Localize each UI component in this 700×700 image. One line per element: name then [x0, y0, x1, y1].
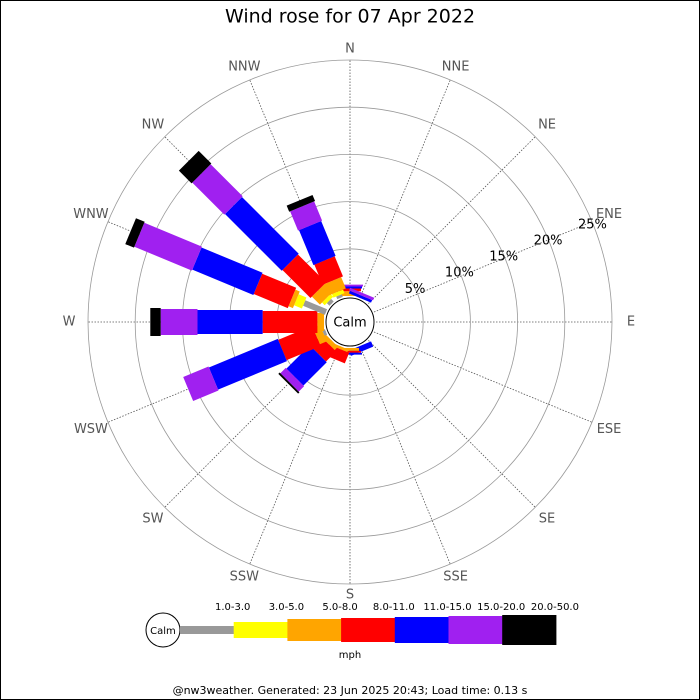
direction-label: SSW	[230, 570, 260, 585]
bar-segment	[290, 201, 323, 231]
bar-segment	[183, 366, 219, 402]
legend-unit: mph	[339, 650, 361, 661]
bar-segment	[280, 367, 305, 392]
calm-circle	[325, 297, 375, 347]
bar-segment	[134, 222, 202, 271]
bar-segment	[178, 150, 212, 184]
legend-calm-label: Calm	[150, 626, 176, 637]
bar-segment	[150, 308, 161, 336]
bar-segment	[326, 298, 334, 306]
chart-title: Wind rose for 07 Apr 2022	[225, 6, 475, 28]
spoke	[359, 79, 451, 299]
legend-swatch	[233, 622, 288, 638]
bar-segment	[336, 294, 343, 300]
legend-swatch	[448, 616, 503, 644]
direction-label: ENE	[596, 207, 622, 222]
grid-ring	[134, 106, 566, 538]
direction-label: SW	[142, 512, 163, 527]
r-tick-label: 20%	[534, 233, 563, 248]
direction-label: ESE	[597, 422, 622, 437]
legend-swatch	[180, 626, 235, 634]
bar-segment	[278, 372, 300, 394]
bar-segment	[321, 334, 338, 351]
legend-label: 15.0-20.0	[477, 602, 525, 613]
bar-segment	[192, 247, 263, 295]
direction-label: WSW	[74, 422, 108, 437]
legend-swatch	[341, 618, 396, 642]
bar-segment	[298, 220, 336, 266]
bar-segment	[160, 309, 198, 335]
grid-ring	[87, 59, 613, 585]
spoke	[368, 136, 536, 304]
spoke	[373, 221, 593, 313]
bar-segment	[278, 325, 321, 361]
bar-segment	[286, 345, 327, 386]
r-tick-label: 15%	[489, 250, 518, 265]
bar-segment	[197, 310, 263, 334]
direction-label: NNE	[442, 59, 470, 74]
bar-segment	[282, 254, 327, 299]
legend-label: 1.0-3.0	[215, 602, 250, 613]
bar-segment	[303, 300, 328, 315]
bar-segment	[208, 338, 287, 390]
bar-segment	[286, 194, 316, 212]
direction-label: N	[345, 42, 355, 57]
bar-segment	[253, 273, 297, 309]
direction-label: NW	[142, 117, 165, 132]
bar-segment	[262, 311, 318, 333]
calm-label: Calm	[333, 316, 366, 331]
bar-segment	[225, 197, 299, 271]
bar-segment	[331, 289, 345, 298]
direction-label: E	[627, 315, 635, 330]
legend-swatch	[394, 617, 449, 643]
legend-swatch	[502, 615, 557, 645]
footer: @nw3weather. Generated: 23 Jun 2025 20:4…	[173, 684, 528, 697]
bar-segment	[349, 287, 375, 301]
direction-label: W	[63, 315, 76, 330]
bar-segment	[317, 313, 324, 331]
bar-segment	[322, 294, 334, 306]
bar-segment	[192, 164, 243, 215]
r-tick-label: 5%	[405, 282, 426, 297]
bar-segment	[125, 218, 145, 248]
direction-label: NNW	[228, 59, 260, 74]
spoke	[373, 331, 593, 423]
bar-segment	[288, 289, 300, 309]
r-tick-label: 10%	[445, 266, 474, 281]
direction-label: NE	[538, 117, 556, 132]
legend-label: 5.0-8.0	[322, 602, 357, 613]
bar-segment	[348, 290, 373, 303]
spoke	[249, 345, 341, 565]
spoke	[359, 345, 451, 565]
legend-swatch	[287, 619, 342, 641]
bar-segment	[324, 277, 346, 296]
direction-label: SSE	[443, 570, 468, 585]
bar-segment	[314, 256, 343, 285]
spoke	[368, 340, 536, 508]
direction-label: SE	[539, 512, 555, 527]
legend-label: 11.0-15.0	[423, 602, 471, 613]
direction-label: S	[346, 588, 354, 603]
direction-label: WNW	[73, 207, 109, 222]
bar-segment	[294, 294, 307, 309]
legend-label: 8.0-11.0	[373, 602, 415, 613]
legend-label: 3.0-5.0	[269, 602, 304, 613]
legend-label: 20.0-50.0	[531, 602, 579, 613]
r-tick-label: 25%	[578, 217, 607, 232]
